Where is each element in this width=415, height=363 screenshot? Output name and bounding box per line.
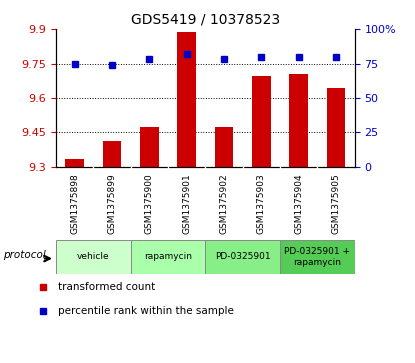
Bar (56, 240, 131, 274)
Text: GSM1375899: GSM1375899 (107, 173, 117, 234)
Text: percentile rank within the sample: percentile rank within the sample (58, 306, 234, 316)
Text: GSM1375905: GSM1375905 (332, 173, 341, 234)
Text: transformed count: transformed count (58, 282, 155, 292)
Title: GDS5419 / 10378523: GDS5419 / 10378523 (131, 12, 280, 26)
Bar (215, 127, 233, 167)
Bar (178, 33, 196, 167)
Bar (103, 140, 122, 167)
Bar (327, 88, 345, 167)
Text: GSM1375900: GSM1375900 (145, 173, 154, 234)
Text: PD-0325901: PD-0325901 (215, 252, 271, 261)
Text: vehicle: vehicle (77, 252, 110, 261)
Text: GSM1375902: GSM1375902 (220, 173, 229, 234)
Text: rapamycin: rapamycin (144, 252, 192, 261)
Bar (140, 127, 159, 167)
Bar (66, 159, 84, 167)
Text: GSM1375904: GSM1375904 (294, 173, 303, 234)
Text: GSM1375903: GSM1375903 (257, 173, 266, 234)
Text: GSM1375901: GSM1375901 (182, 173, 191, 234)
Bar (205, 240, 280, 274)
Bar (252, 76, 271, 167)
Bar (290, 74, 308, 167)
Text: protocol: protocol (3, 250, 46, 260)
Bar (280, 240, 355, 274)
Bar (131, 240, 205, 274)
Text: GSM1375898: GSM1375898 (70, 173, 79, 234)
Text: PD-0325901 +
rapamycin: PD-0325901 + rapamycin (284, 247, 351, 266)
